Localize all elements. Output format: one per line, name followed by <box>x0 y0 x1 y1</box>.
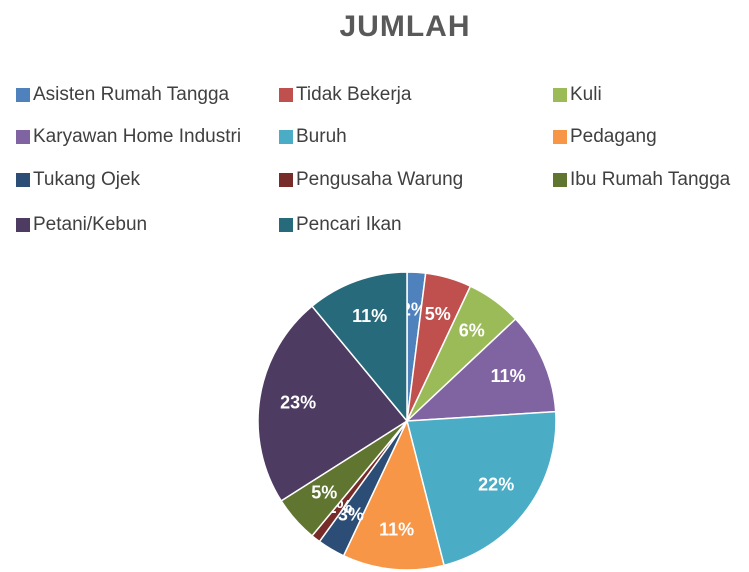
data-label: 11% <box>352 306 387 326</box>
legend-label: Tukang Ojek <box>33 169 141 190</box>
pie-slice <box>257 305 409 502</box>
pie-slice <box>406 410 557 567</box>
legend-swatch <box>279 218 293 232</box>
legend-swatch <box>16 173 30 187</box>
legend-label: Buruh <box>296 126 347 147</box>
legend-swatch <box>553 130 567 144</box>
legend-label: Tidak Bekerja <box>296 84 412 105</box>
legend-swatch <box>16 218 30 232</box>
legend-label: Petani/Kebun <box>33 214 147 235</box>
data-label: 6% <box>459 321 485 341</box>
legend-swatch <box>16 130 30 144</box>
data-label: 23% <box>280 393 316 413</box>
legend-swatch <box>279 130 293 144</box>
data-label: 11% <box>491 366 526 386</box>
pie-slice <box>404 317 557 422</box>
legend-swatch <box>279 173 293 187</box>
chart-title: JUMLAH <box>340 10 471 43</box>
legend-label: Asisten Rumah Tangga <box>33 84 230 105</box>
legend-swatch <box>279 88 293 102</box>
legend-label: Ibu Rumah Tangga <box>570 169 731 190</box>
legend-swatch <box>16 88 30 102</box>
pie-slice <box>342 418 445 571</box>
legend-label: Pedagang <box>570 126 657 147</box>
data-label: 11% <box>379 520 414 540</box>
legend-label: Kuli <box>570 84 602 105</box>
pie-slice <box>310 271 408 424</box>
data-label: 5% <box>425 304 451 324</box>
legend-label: Pencari Ikan <box>296 214 402 235</box>
data-label: 3% <box>338 505 364 525</box>
legend-swatch <box>553 88 567 102</box>
data-label: 22% <box>478 475 514 495</box>
legend-swatch <box>553 173 567 187</box>
legend-label: Karyawan Home Industri <box>33 126 241 147</box>
data-label: 5% <box>311 483 337 503</box>
legend-label: Pengusaha Warung <box>296 169 463 190</box>
